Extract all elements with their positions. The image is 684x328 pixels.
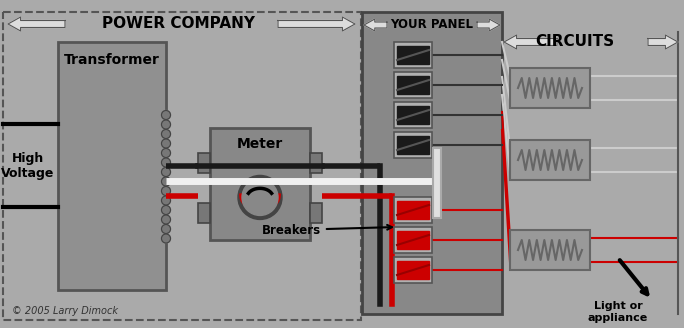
Circle shape xyxy=(161,139,170,148)
Polygon shape xyxy=(504,35,557,49)
Polygon shape xyxy=(397,106,429,124)
Circle shape xyxy=(161,130,170,138)
Circle shape xyxy=(161,120,170,129)
Circle shape xyxy=(161,187,170,195)
Text: POWER COMPANY: POWER COMPANY xyxy=(101,16,254,31)
Circle shape xyxy=(161,196,170,205)
Bar xyxy=(394,197,432,223)
Polygon shape xyxy=(648,35,678,49)
Text: Light or
appliance: Light or appliance xyxy=(588,301,648,323)
Circle shape xyxy=(161,111,170,119)
Bar xyxy=(362,12,502,314)
Bar xyxy=(198,153,210,173)
Bar xyxy=(58,42,166,290)
Polygon shape xyxy=(397,46,429,64)
Bar xyxy=(510,140,590,180)
Circle shape xyxy=(238,175,282,219)
Text: © 2005 Larry Dimock: © 2005 Larry Dimock xyxy=(12,306,118,316)
Bar xyxy=(394,257,432,283)
Text: Breakers: Breakers xyxy=(262,223,392,236)
Polygon shape xyxy=(477,19,500,31)
Bar xyxy=(310,153,322,173)
Bar xyxy=(394,102,432,128)
Bar xyxy=(433,148,441,218)
Circle shape xyxy=(161,224,170,234)
Bar xyxy=(198,203,210,223)
Polygon shape xyxy=(397,76,429,94)
Circle shape xyxy=(161,234,170,243)
Bar xyxy=(310,203,322,223)
Bar xyxy=(394,42,432,68)
Polygon shape xyxy=(397,201,429,219)
Text: High
Voltage: High Voltage xyxy=(1,152,55,180)
Polygon shape xyxy=(397,261,429,279)
Bar xyxy=(210,128,310,240)
Bar xyxy=(510,230,590,270)
Bar xyxy=(394,132,432,158)
Circle shape xyxy=(161,177,170,186)
Circle shape xyxy=(242,179,278,215)
Circle shape xyxy=(161,215,170,224)
Polygon shape xyxy=(8,17,65,31)
Circle shape xyxy=(161,149,170,157)
Text: Transformer: Transformer xyxy=(64,53,160,67)
Circle shape xyxy=(161,206,170,215)
Polygon shape xyxy=(397,136,429,154)
Circle shape xyxy=(161,158,170,167)
Bar xyxy=(394,72,432,98)
Text: Meter: Meter xyxy=(237,137,283,151)
Bar xyxy=(510,68,590,108)
Polygon shape xyxy=(278,17,355,31)
Text: YOUR PANEL: YOUR PANEL xyxy=(391,18,473,31)
Bar xyxy=(3,12,361,320)
Polygon shape xyxy=(364,19,387,31)
Bar xyxy=(394,227,432,253)
Text: CIRCUITS: CIRCUITS xyxy=(536,34,614,50)
Polygon shape xyxy=(397,231,429,249)
Circle shape xyxy=(161,168,170,176)
